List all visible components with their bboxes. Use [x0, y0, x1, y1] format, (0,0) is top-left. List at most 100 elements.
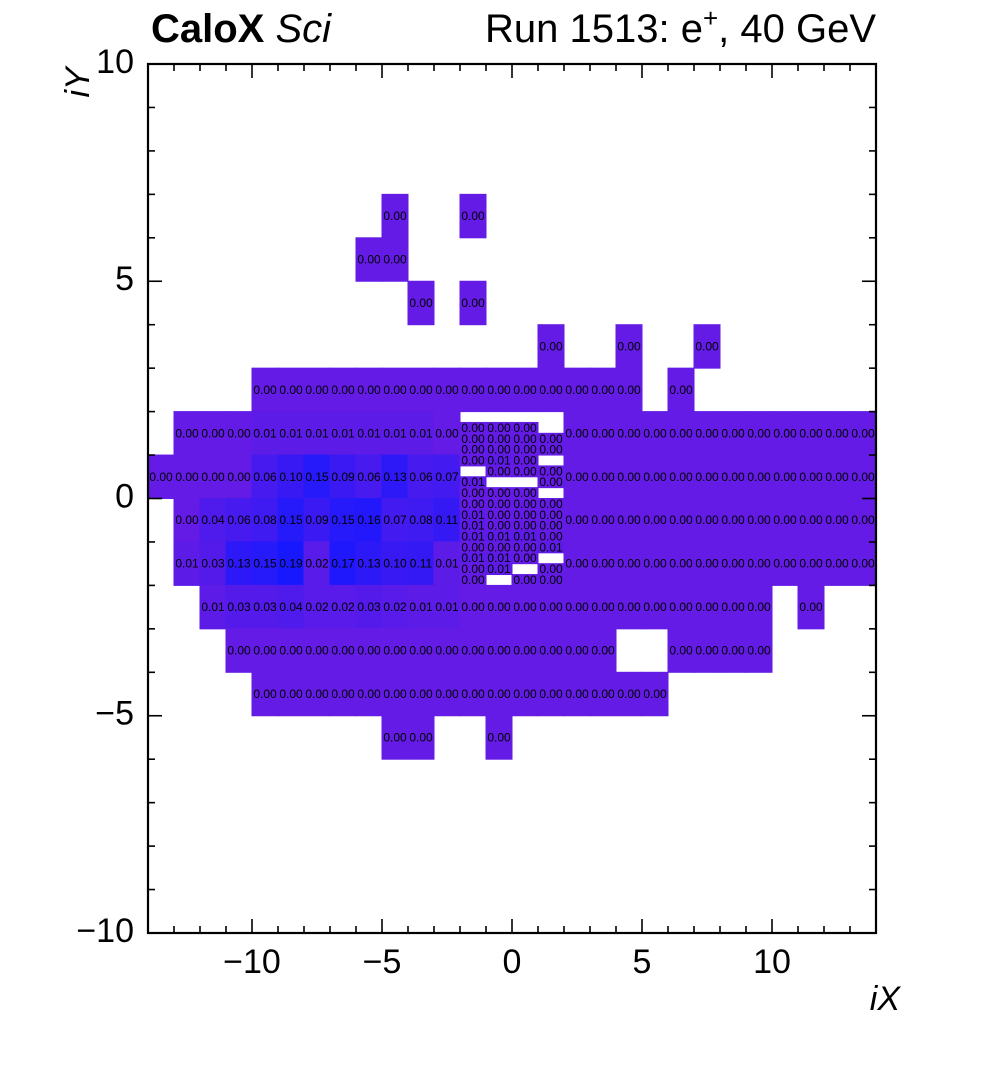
- svg-text:0: 0: [115, 477, 134, 515]
- svg-text:0.00: 0.00: [591, 426, 615, 440]
- svg-text:0.00: 0.00: [695, 426, 719, 440]
- svg-text:0.01: 0.01: [175, 557, 199, 571]
- svg-text:0.00: 0.00: [617, 339, 641, 353]
- svg-text:0.00: 0.00: [799, 513, 823, 527]
- svg-text:0.00: 0.00: [487, 600, 511, 614]
- svg-text:0.00: 0.00: [851, 513, 875, 527]
- svg-text:0.00: 0.00: [747, 470, 771, 484]
- svg-text:0.00: 0.00: [773, 470, 797, 484]
- svg-text:−5: −5: [95, 695, 134, 733]
- svg-text:0.15: 0.15: [279, 513, 303, 527]
- svg-text:0.00: 0.00: [617, 470, 641, 484]
- svg-text:0.00: 0.00: [617, 513, 641, 527]
- svg-text:0.01: 0.01: [305, 426, 329, 440]
- svg-text:0.00: 0.00: [539, 687, 563, 701]
- svg-text:0.01: 0.01: [409, 426, 433, 440]
- svg-text:0.00: 0.00: [383, 687, 407, 701]
- svg-text:0.00: 0.00: [799, 426, 823, 440]
- svg-text:0.00: 0.00: [149, 470, 173, 484]
- svg-text:0.01: 0.01: [409, 600, 433, 614]
- svg-text:0.00: 0.00: [591, 687, 615, 701]
- svg-text:0.00: 0.00: [721, 470, 745, 484]
- svg-text:iY: iY: [59, 65, 97, 98]
- svg-text:0.00: 0.00: [669, 513, 693, 527]
- svg-text:0.00: 0.00: [331, 687, 355, 701]
- svg-text:0.00: 0.00: [695, 470, 719, 484]
- svg-text:0.00: 0.00: [331, 383, 355, 397]
- svg-text:0.08: 0.08: [409, 513, 433, 527]
- svg-text:0.00: 0.00: [435, 383, 459, 397]
- svg-text:0.00: 0.00: [461, 383, 485, 397]
- svg-text:0.00: 0.00: [513, 600, 537, 614]
- svg-text:0.02: 0.02: [383, 600, 407, 614]
- svg-text:0.00: 0.00: [409, 644, 433, 658]
- svg-text:0.00: 0.00: [565, 513, 589, 527]
- svg-text:0.00: 0.00: [539, 443, 563, 457]
- svg-text:0.00: 0.00: [513, 687, 537, 701]
- svg-text:0.03: 0.03: [357, 600, 381, 614]
- svg-text:0.13: 0.13: [357, 557, 381, 571]
- svg-text:−5: −5: [363, 943, 402, 981]
- svg-text:0.00: 0.00: [383, 253, 407, 267]
- svg-text:0.00: 0.00: [565, 644, 589, 658]
- svg-text:0.00: 0.00: [799, 470, 823, 484]
- svg-text:0.01: 0.01: [331, 426, 355, 440]
- svg-text:0.00: 0.00: [461, 453, 485, 467]
- svg-text:0.00: 0.00: [565, 426, 589, 440]
- svg-text:0.00: 0.00: [305, 383, 329, 397]
- svg-text:0.00: 0.00: [305, 687, 329, 701]
- svg-text:0.06: 0.06: [253, 470, 277, 484]
- svg-text:0.00: 0.00: [643, 687, 667, 701]
- svg-text:0.00: 0.00: [617, 426, 641, 440]
- svg-text:0.00: 0.00: [851, 426, 875, 440]
- svg-text:0.00: 0.00: [227, 470, 251, 484]
- svg-text:0.00: 0.00: [617, 557, 641, 571]
- svg-text:0.00: 0.00: [851, 470, 875, 484]
- svg-text:0.00: 0.00: [643, 600, 667, 614]
- svg-text:0.00: 0.00: [565, 687, 589, 701]
- svg-text:0.00: 0.00: [279, 644, 303, 658]
- svg-text:0.00: 0.00: [383, 730, 407, 744]
- svg-text:0.15: 0.15: [331, 513, 355, 527]
- svg-text:0.00: 0.00: [617, 383, 641, 397]
- svg-text:0.00: 0.00: [851, 557, 875, 571]
- svg-text:0.00: 0.00: [591, 600, 615, 614]
- svg-text:iX: iX: [870, 980, 902, 1018]
- svg-text:0.00: 0.00: [409, 296, 433, 310]
- svg-text:0.00: 0.00: [279, 687, 303, 701]
- svg-text:0.06: 0.06: [227, 513, 251, 527]
- svg-text:0.00: 0.00: [747, 557, 771, 571]
- svg-text:0.00: 0.00: [721, 600, 745, 614]
- svg-text:0.00: 0.00: [825, 513, 849, 527]
- svg-text:0.00: 0.00: [409, 730, 433, 744]
- svg-text:0.00: 0.00: [669, 383, 693, 397]
- svg-text:0.00: 0.00: [799, 600, 823, 614]
- svg-text:0.00: 0.00: [591, 557, 615, 571]
- svg-text:0.07: 0.07: [435, 470, 459, 484]
- svg-text:0.13: 0.13: [227, 557, 251, 571]
- svg-text:0.00: 0.00: [695, 557, 719, 571]
- svg-text:0.00: 0.00: [175, 426, 199, 440]
- svg-text:0.00: 0.00: [643, 426, 667, 440]
- svg-text:0.06: 0.06: [357, 470, 381, 484]
- svg-text:0.08: 0.08: [253, 513, 277, 527]
- svg-text:0.00: 0.00: [253, 383, 277, 397]
- svg-text:0.01: 0.01: [435, 557, 459, 571]
- svg-text:0.01: 0.01: [357, 426, 381, 440]
- svg-text:0.00: 0.00: [357, 383, 381, 397]
- svg-text:0.00: 0.00: [305, 644, 329, 658]
- svg-text:0.00: 0.00: [669, 644, 693, 658]
- svg-text:0.00: 0.00: [461, 687, 485, 701]
- svg-text:0.01: 0.01: [435, 600, 459, 614]
- svg-text:0.00: 0.00: [435, 426, 459, 440]
- svg-text:0.01: 0.01: [539, 540, 563, 554]
- svg-text:−10: −10: [223, 943, 281, 981]
- svg-text:0.00: 0.00: [799, 557, 823, 571]
- svg-text:0.00: 0.00: [643, 557, 667, 571]
- svg-text:0.00: 0.00: [253, 687, 277, 701]
- svg-text:0.00: 0.00: [279, 383, 303, 397]
- svg-text:0.00: 0.00: [539, 600, 563, 614]
- svg-text:0.00: 0.00: [513, 644, 537, 658]
- svg-text:5: 5: [633, 943, 652, 981]
- svg-text:0.00: 0.00: [565, 470, 589, 484]
